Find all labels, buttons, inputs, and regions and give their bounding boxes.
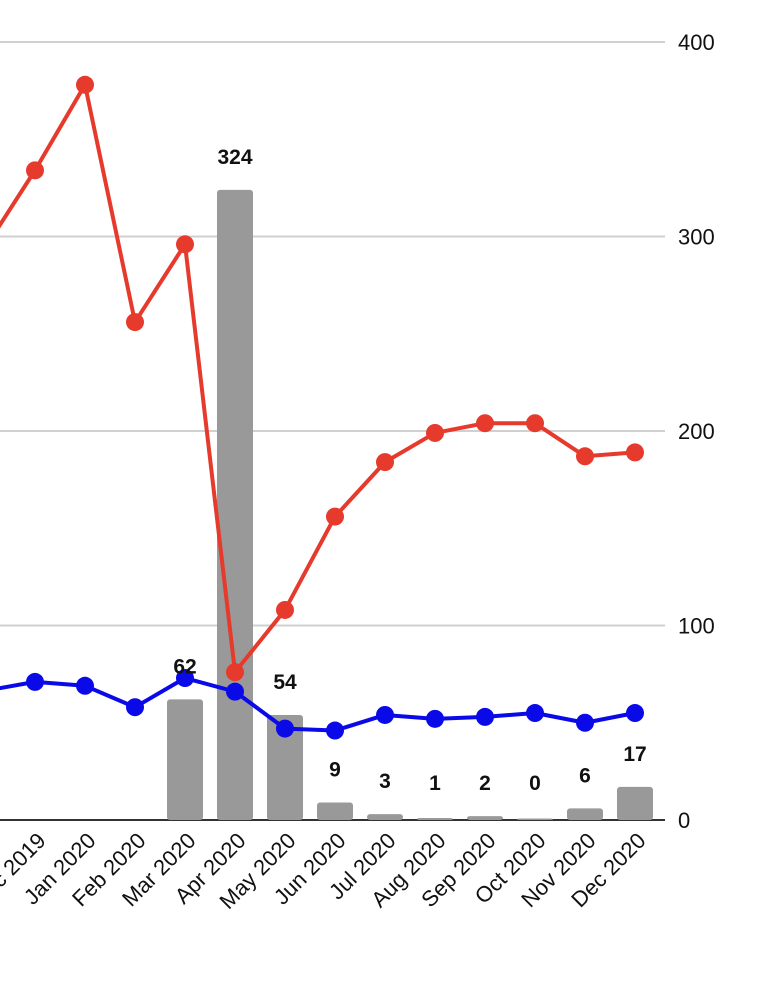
- red-series-point: [26, 161, 44, 180]
- blue-series-point: [526, 704, 544, 723]
- red-series-line: [0, 82, 636, 675]
- red-series-point: [226, 663, 244, 682]
- blue-series-point: [126, 698, 144, 717]
- red-series-point: [476, 414, 494, 433]
- bar: [617, 786, 653, 820]
- red-series-point: [576, 447, 594, 466]
- red-series-point: [126, 313, 144, 332]
- bar: [467, 816, 503, 820]
- bar: [217, 189, 253, 820]
- y-tick-label: 400: [678, 30, 715, 55]
- bar-value-label: 6: [579, 764, 591, 787]
- bar-value-label: 2: [479, 772, 491, 795]
- y-tick-label: 300: [678, 225, 715, 250]
- bar-value-label: 17: [623, 743, 646, 766]
- line-points: [26, 75, 644, 740]
- bar: [517, 818, 553, 820]
- bar: [367, 814, 403, 820]
- blue-series-point: [226, 682, 244, 701]
- bar-value-label: 324: [217, 146, 252, 169]
- red-series-point: [76, 75, 94, 94]
- bar-value-label: 54: [273, 671, 297, 694]
- y-axis: 400 300 200 100 0: [678, 30, 715, 833]
- bar: [417, 818, 453, 820]
- blue-series-point: [76, 676, 94, 695]
- y-tick-label: 0: [678, 808, 690, 833]
- blue-series-point: [376, 705, 394, 724]
- bar-value-label: 9: [329, 758, 341, 781]
- red-series-point: [626, 443, 644, 462]
- bar: [567, 808, 603, 820]
- data-labels: 62 324 54 9 3 1 2 0 6 17: [173, 146, 646, 795]
- red-series-point: [176, 235, 194, 254]
- blue-series-point: [426, 709, 444, 728]
- blue-series-point: [476, 707, 494, 726]
- blue-series-point: [576, 713, 594, 732]
- bar-value-label: 3: [379, 770, 391, 793]
- y-tick-label: 200: [678, 419, 715, 444]
- blue-series-line: [0, 676, 636, 733]
- blue-series-point: [26, 672, 44, 691]
- line-series: [0, 82, 636, 733]
- bar-value-label: 62: [173, 655, 196, 678]
- bar: [167, 699, 203, 820]
- blue-series-point: [626, 704, 644, 723]
- bar: [267, 714, 303, 820]
- red-series-point: [376, 453, 394, 472]
- red-series-point: [326, 507, 344, 526]
- blue-series-point: [176, 669, 194, 688]
- y-tick-label: 100: [678, 614, 715, 639]
- red-series-point: [426, 423, 444, 442]
- bar-value-label: 0: [529, 772, 541, 795]
- bar: [317, 802, 353, 820]
- bar-value-label: 1: [429, 772, 441, 795]
- red-series-point: [526, 414, 544, 433]
- red-series-point: [276, 600, 294, 619]
- blue-series-point: [326, 721, 344, 740]
- blue-series-point: [276, 719, 294, 738]
